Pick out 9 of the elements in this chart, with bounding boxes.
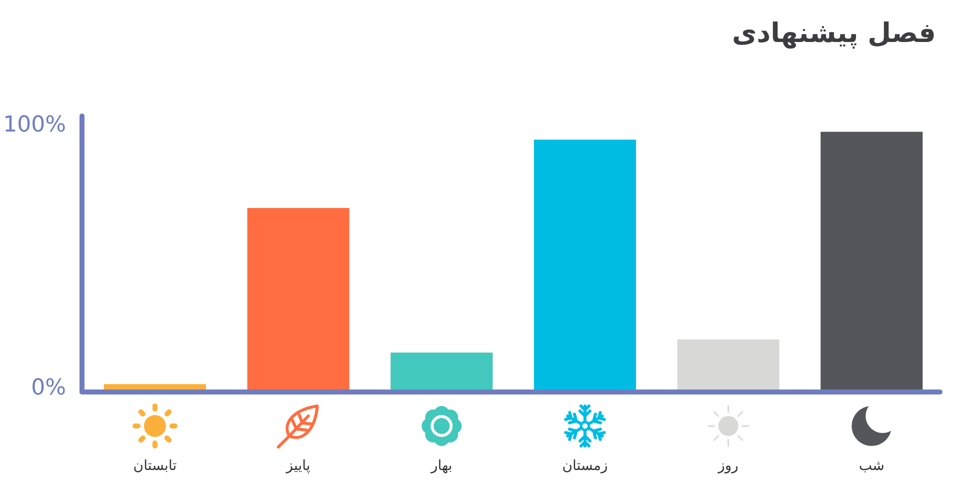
x-tick-label: بهار [430, 458, 452, 474]
x-tick-label: روز [717, 458, 738, 474]
y-tick-label: 100% [3, 112, 66, 138]
y-tick-label: 0% [31, 376, 66, 401]
chart-title: فصل پیشنهادی [732, 18, 936, 49]
x-tick-label: پاییز [285, 458, 310, 474]
x-tick-label: شب [858, 458, 884, 474]
x-tick-label: تابستان [133, 458, 177, 474]
x-tick-label: زمستان [562, 458, 608, 474]
